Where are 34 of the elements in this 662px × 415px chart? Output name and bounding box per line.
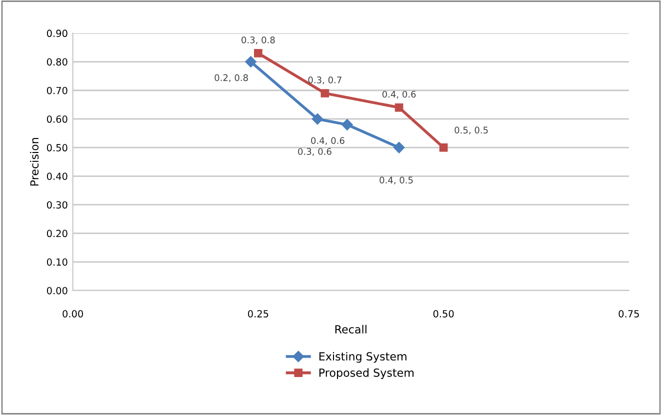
y-axis-title: Precision — [30, 138, 39, 186]
point — [312, 113, 324, 125]
data-label: 0.4, 0.5 — [380, 176, 413, 184]
point — [320, 89, 330, 98]
point — [342, 119, 353, 130]
y-tick-label: 0.80 — [46, 58, 68, 66]
legend-label: Proposed System — [319, 368, 414, 380]
data-label: 0.2, 0.8 — [214, 74, 248, 82]
x-axis-title: Recall — [335, 324, 366, 334]
point — [439, 143, 448, 152]
point — [254, 49, 262, 58]
point — [245, 56, 256, 68]
x-tick-label: 0.50 — [433, 310, 454, 318]
legend-label: Existing System — [319, 352, 406, 363]
x-tick-label: 0.00 — [62, 310, 83, 318]
x-tick-label: 0.75 — [618, 310, 639, 318]
data-label: 0.5, 0.5 — [454, 126, 488, 134]
y-tick-label: 0.60 — [46, 115, 68, 123]
data-label: 0.3, 0.6 — [298, 148, 332, 156]
y-tick-label: 0.90 — [46, 30, 68, 38]
point — [394, 103, 404, 112]
data-label: 0.3, 0.8 — [242, 36, 275, 44]
point — [393, 142, 405, 154]
data-label: 0.4, 0.6 — [311, 137, 344, 145]
data-label: 0.3, 0.7 — [308, 76, 342, 84]
y-tick-label: 0.20 — [46, 230, 68, 238]
data-label: 0.4, 0.6 — [382, 90, 416, 99]
x-tick-label: 0.25 — [248, 310, 268, 318]
y-tick-label: 0.00 — [46, 286, 68, 294]
y-tick-label: 0.30 — [46, 201, 68, 209]
y-tick-label: 0.40 — [46, 172, 68, 180]
y-tick-label: 0.10 — [46, 258, 68, 266]
y-tick-label: 0.70 — [46, 86, 68, 94]
y-tick-label: 0.50 — [46, 144, 68, 152]
